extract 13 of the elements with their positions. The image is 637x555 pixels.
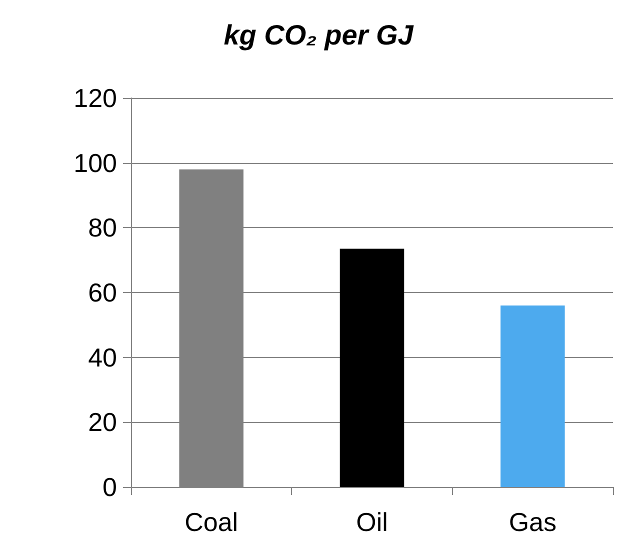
x-tick-label: Gas (508, 507, 557, 537)
bar (340, 248, 404, 487)
y-tick-label: 20 (88, 407, 117, 438)
x-tick-label: Oil (356, 507, 388, 537)
y-tick-label: 100 (74, 148, 117, 178)
y-tick-label: 80 (88, 212, 117, 243)
y-tick-label: 60 (88, 278, 117, 308)
y-tick-label: 0 (102, 472, 117, 502)
y-tick-label: 40 (88, 342, 117, 372)
chart-title: kg CO₂ per GJ (224, 20, 415, 50)
x-tick-label: Coal (184, 507, 238, 537)
y-tick-label: 120 (74, 83, 117, 113)
bar (500, 305, 565, 487)
